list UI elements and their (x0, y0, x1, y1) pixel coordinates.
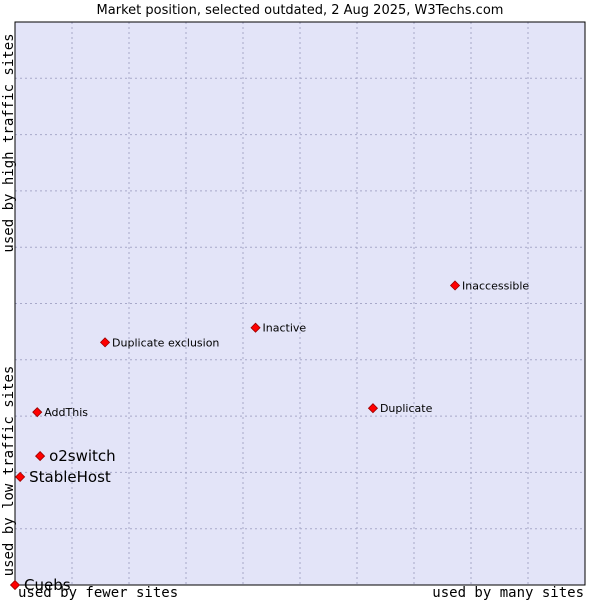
data-point: StableHost (15, 468, 111, 486)
x-axis-high-label: used by many sites (432, 585, 584, 600)
point-marker (99, 337, 111, 348)
point-marker (32, 407, 43, 418)
point-marker (250, 322, 261, 333)
point-marker (367, 403, 379, 414)
point-label: Cuebs (24, 576, 71, 594)
data-point: Inaccessible (449, 279, 529, 292)
point-marker (449, 280, 461, 291)
point-label: Inactive (263, 322, 307, 335)
x-axis-low-label: used by fewer sites (18, 585, 178, 600)
data-point: Duplicate exclusion (99, 336, 219, 349)
point-label: Duplicate (380, 402, 433, 415)
point-label: Duplicate exclusion (112, 336, 219, 349)
point-label: AddThis (44, 406, 88, 419)
plot-frame (14, 21, 586, 586)
y-axis-high-label: used by high traffic sites (1, 33, 17, 252)
point-label: o2switch (49, 447, 116, 465)
point-marker (9, 579, 21, 591)
data-point: Inactive (250, 322, 307, 335)
data-point: Duplicate (367, 402, 433, 415)
data-points: Inaccessible Inactive Duplicate exclusion D… (9, 279, 529, 594)
data-point: AddThis (32, 406, 88, 419)
point-marker (35, 451, 46, 462)
data-point: Cuebs (9, 576, 71, 594)
point-label: StableHost (29, 468, 111, 486)
point-label: Inaccessible (462, 279, 529, 292)
data-point: o2switch (35, 447, 116, 465)
chart-title: Market position, selected outdated, 2 Au… (97, 3, 504, 18)
y-axis-low-label: used by low traffic sites (1, 366, 17, 577)
grid-lines (15, 22, 585, 585)
point-marker (15, 471, 26, 482)
